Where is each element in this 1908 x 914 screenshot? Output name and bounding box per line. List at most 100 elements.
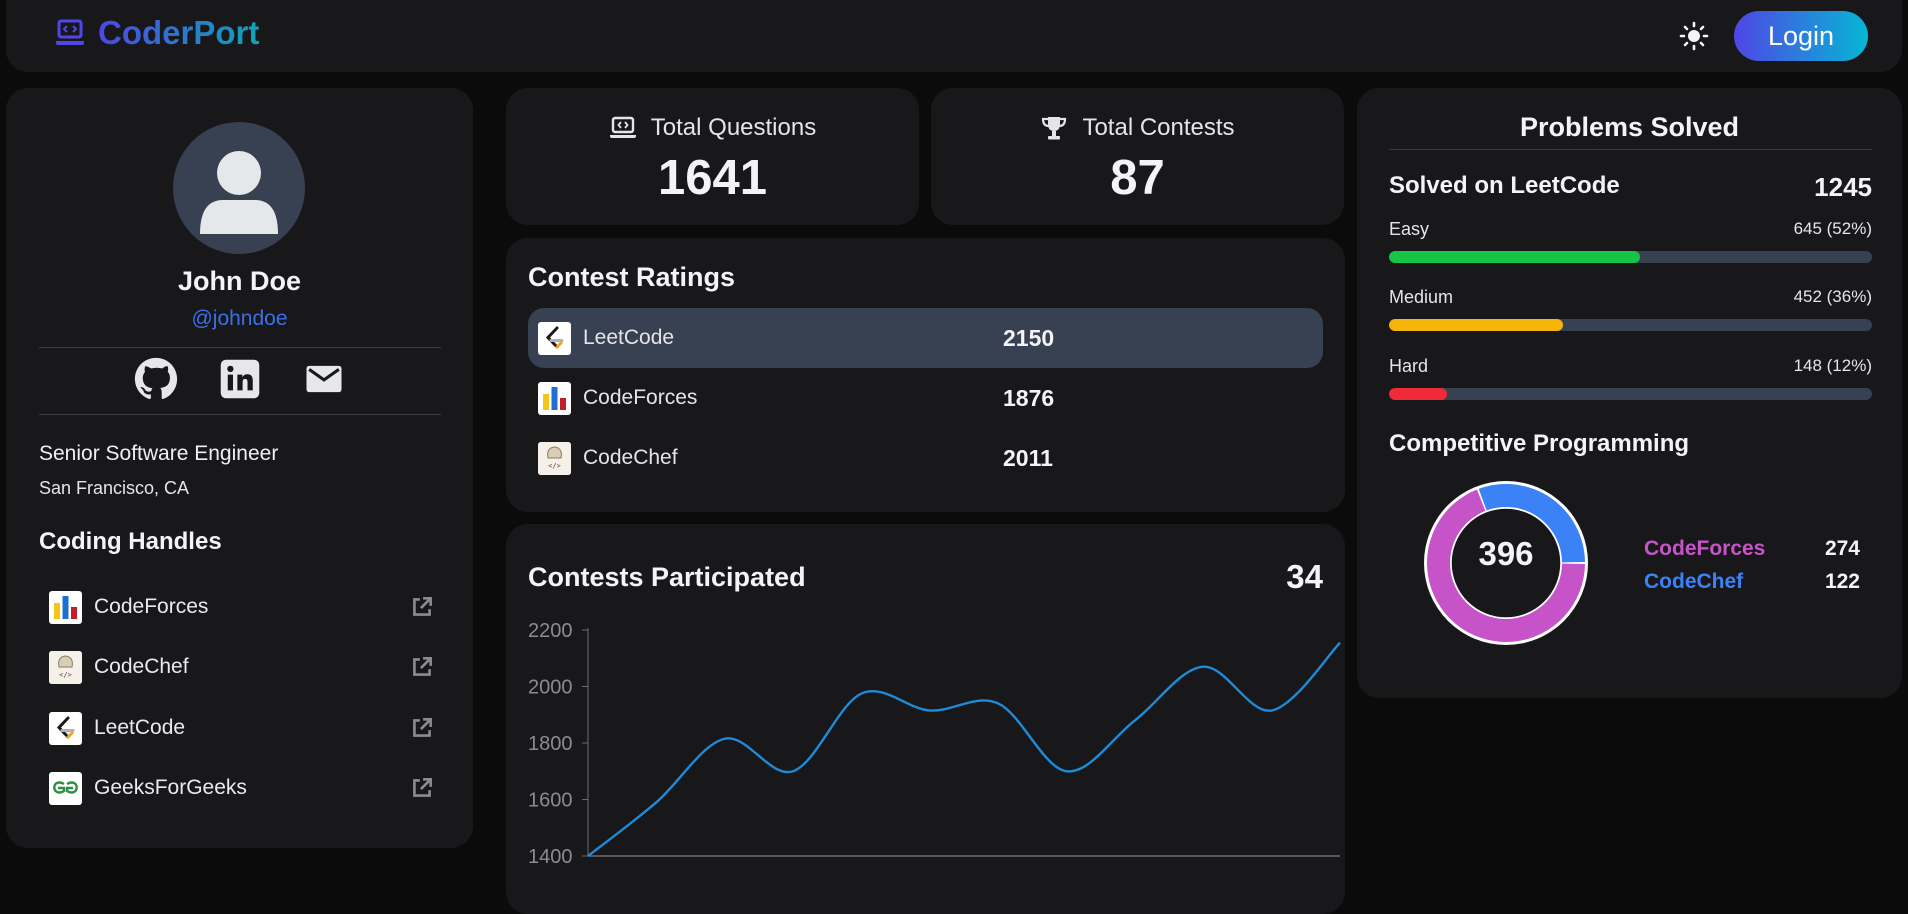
coding-handles-heading: Coding Handles: [39, 528, 222, 555]
handle-geeksforgeeks[interactable]: GeeksForGeeks: [49, 768, 441, 808]
legend-codeforces: CodeForces 274: [1644, 537, 1860, 561]
rating-history-chart: 1400 1600 1800 2000 2200: [528, 620, 1341, 868]
external-link-icon[interactable]: [409, 775, 435, 801]
difficulty-name: Medium: [1389, 287, 1454, 307]
legend-codechef: CodeChef 122: [1644, 570, 1860, 594]
user-icon: [200, 151, 278, 234]
leetcode-solved-total: 1245: [1814, 172, 1872, 202]
rating-row-leetcode[interactable]: LeetCode 2150: [528, 308, 1323, 368]
legend-label: CodeChef: [1644, 570, 1744, 593]
contest-ratings-heading: Contest Ratings: [528, 262, 736, 292]
y-tick-label: 1400: [528, 846, 573, 868]
leetcode-logo: [538, 321, 571, 355]
legend-value: 274: [1824, 537, 1860, 560]
progress-fill-medium: [1389, 319, 1563, 331]
external-link-icon[interactable]: [409, 654, 435, 680]
problems-solved-heading: Problems Solved: [1519, 112, 1740, 142]
codeforces-logo: [538, 381, 571, 415]
total-contests-card: Total Contests 87: [931, 88, 1344, 225]
linkedin-link[interactable]: [217, 356, 263, 402]
competitive-programming-donut: [1424, 481, 1588, 645]
difficulty-medium: Medium 452 (36%): [1389, 287, 1872, 337]
progress-track: [1389, 319, 1872, 331]
difficulty-stat: 148 (12%): [1793, 356, 1872, 375]
external-link-icon[interactable]: [409, 715, 435, 741]
y-tick-label: 2000: [528, 677, 573, 699]
svg-text:</>: </>: [548, 462, 561, 470]
handle-label: GeeksForGeeks: [94, 776, 247, 799]
legend-value: 122: [1824, 570, 1860, 593]
difficulty-stat: 452 (36%): [1793, 287, 1872, 306]
difficulty-name: Hard: [1389, 356, 1429, 376]
progress-fill-easy: [1389, 251, 1641, 263]
rating-platform: CodeForces: [583, 386, 698, 409]
sun-icon[interactable]: [1678, 20, 1710, 52]
contests-participated-count: 34: [1286, 558, 1323, 595]
handle-label: LeetCode: [94, 716, 186, 739]
donut-slice-codeforces[interactable]: [1427, 489, 1585, 642]
contest-ratings-card: Contest Ratings LeetCode 2150 CodeForces…: [506, 238, 1345, 512]
difficulty-easy: Easy 645 (52%): [1389, 219, 1872, 269]
github-link[interactable]: [133, 356, 179, 402]
user-name: John Doe: [177, 266, 301, 296]
total-contests-value: 87: [1110, 151, 1165, 205]
svg-text:</>: </>: [59, 671, 72, 679]
codechef-logo: </>: [49, 650, 82, 684]
competitive-programming-heading: Competitive Programming: [1389, 430, 1690, 457]
total-questions-card: Total Questions 1641: [506, 88, 919, 225]
external-link-icon[interactable]: [409, 594, 435, 620]
avatar: [173, 122, 305, 254]
user-handle-link[interactable]: @johndoe: [191, 307, 288, 330]
rating-value: 1876: [1003, 384, 1055, 411]
donut-hole: [1450, 507, 1562, 619]
handle-leetcode[interactable]: LeetCode: [49, 708, 441, 748]
progress-track: [1389, 251, 1872, 263]
difficulty-hard: Hard 148 (12%): [1389, 356, 1872, 406]
profile-card: John Doe @johndoe Senior Software Engine…: [6, 88, 473, 848]
trophy-icon: [1042, 117, 1067, 140]
job-title: Senior Software Engineer: [39, 442, 279, 465]
linkedin-icon: [220, 359, 259, 399]
total-questions-value: 1641: [657, 151, 767, 205]
brand[interactable]: CoderPort: [54, 14, 259, 52]
difficulty-stat: 645 (52%): [1793, 219, 1872, 238]
handle-label: CodeForces: [94, 595, 209, 618]
handle-codechef[interactable]: </> CodeChef: [49, 647, 441, 687]
handle-codeforces[interactable]: CodeForces: [49, 587, 441, 627]
problems-solved-card: Problems Solved Solved on LeetCode 1245 …: [1357, 88, 1902, 698]
contests-participated-card: 1400 1600 1800 2000 2200 Contests Participat…: [506, 524, 1345, 914]
donut-total: 396: [1478, 535, 1534, 572]
codeforces-logo: [49, 590, 82, 624]
y-tick-label: 1600: [528, 790, 573, 812]
login-button[interactable]: Login: [1734, 11, 1868, 61]
total-contests-label: Total Contests: [1082, 114, 1235, 141]
rating-line: [587, 641, 1341, 857]
leetcode-logo: [49, 711, 82, 745]
total-questions-label: Total Questions: [650, 114, 817, 141]
y-tick-label: 1800: [528, 733, 573, 755]
rating-row-codechef[interactable]: </> CodeChef 2011: [528, 428, 1323, 488]
rating-row-codeforces[interactable]: CodeForces 1876: [528, 368, 1323, 428]
divider: [1389, 149, 1872, 150]
rating-platform: LeetCode: [583, 326, 675, 349]
contests-participated-heading: Contests Participated: [528, 562, 806, 592]
top-navbar: CoderPort Login: [6, 0, 1902, 72]
difficulty-name: Easy: [1389, 219, 1430, 239]
codechef-logo: </>: [538, 441, 571, 475]
geeksforgeeks-logo: [49, 771, 82, 805]
y-tick-label: 2200: [528, 620, 573, 642]
handle-label: CodeChef: [94, 655, 189, 678]
social-links: [6, 356, 473, 402]
location: San Francisco, CA: [39, 478, 190, 498]
laptop-code-icon: [609, 116, 636, 138]
mail-icon: [306, 365, 341, 393]
brand-name: CoderPort: [98, 14, 260, 51]
laptop-code-icon: [56, 19, 84, 45]
email-link[interactable]: [301, 356, 347, 402]
donut-slice-codechef[interactable]: [1478, 484, 1585, 563]
progress-fill-hard: [1389, 388, 1447, 400]
rating-platform: CodeChef: [583, 446, 678, 469]
progress-track: [1389, 388, 1872, 400]
leetcode-solved-label: Solved on LeetCode: [1389, 172, 1620, 199]
divider: [39, 414, 441, 415]
